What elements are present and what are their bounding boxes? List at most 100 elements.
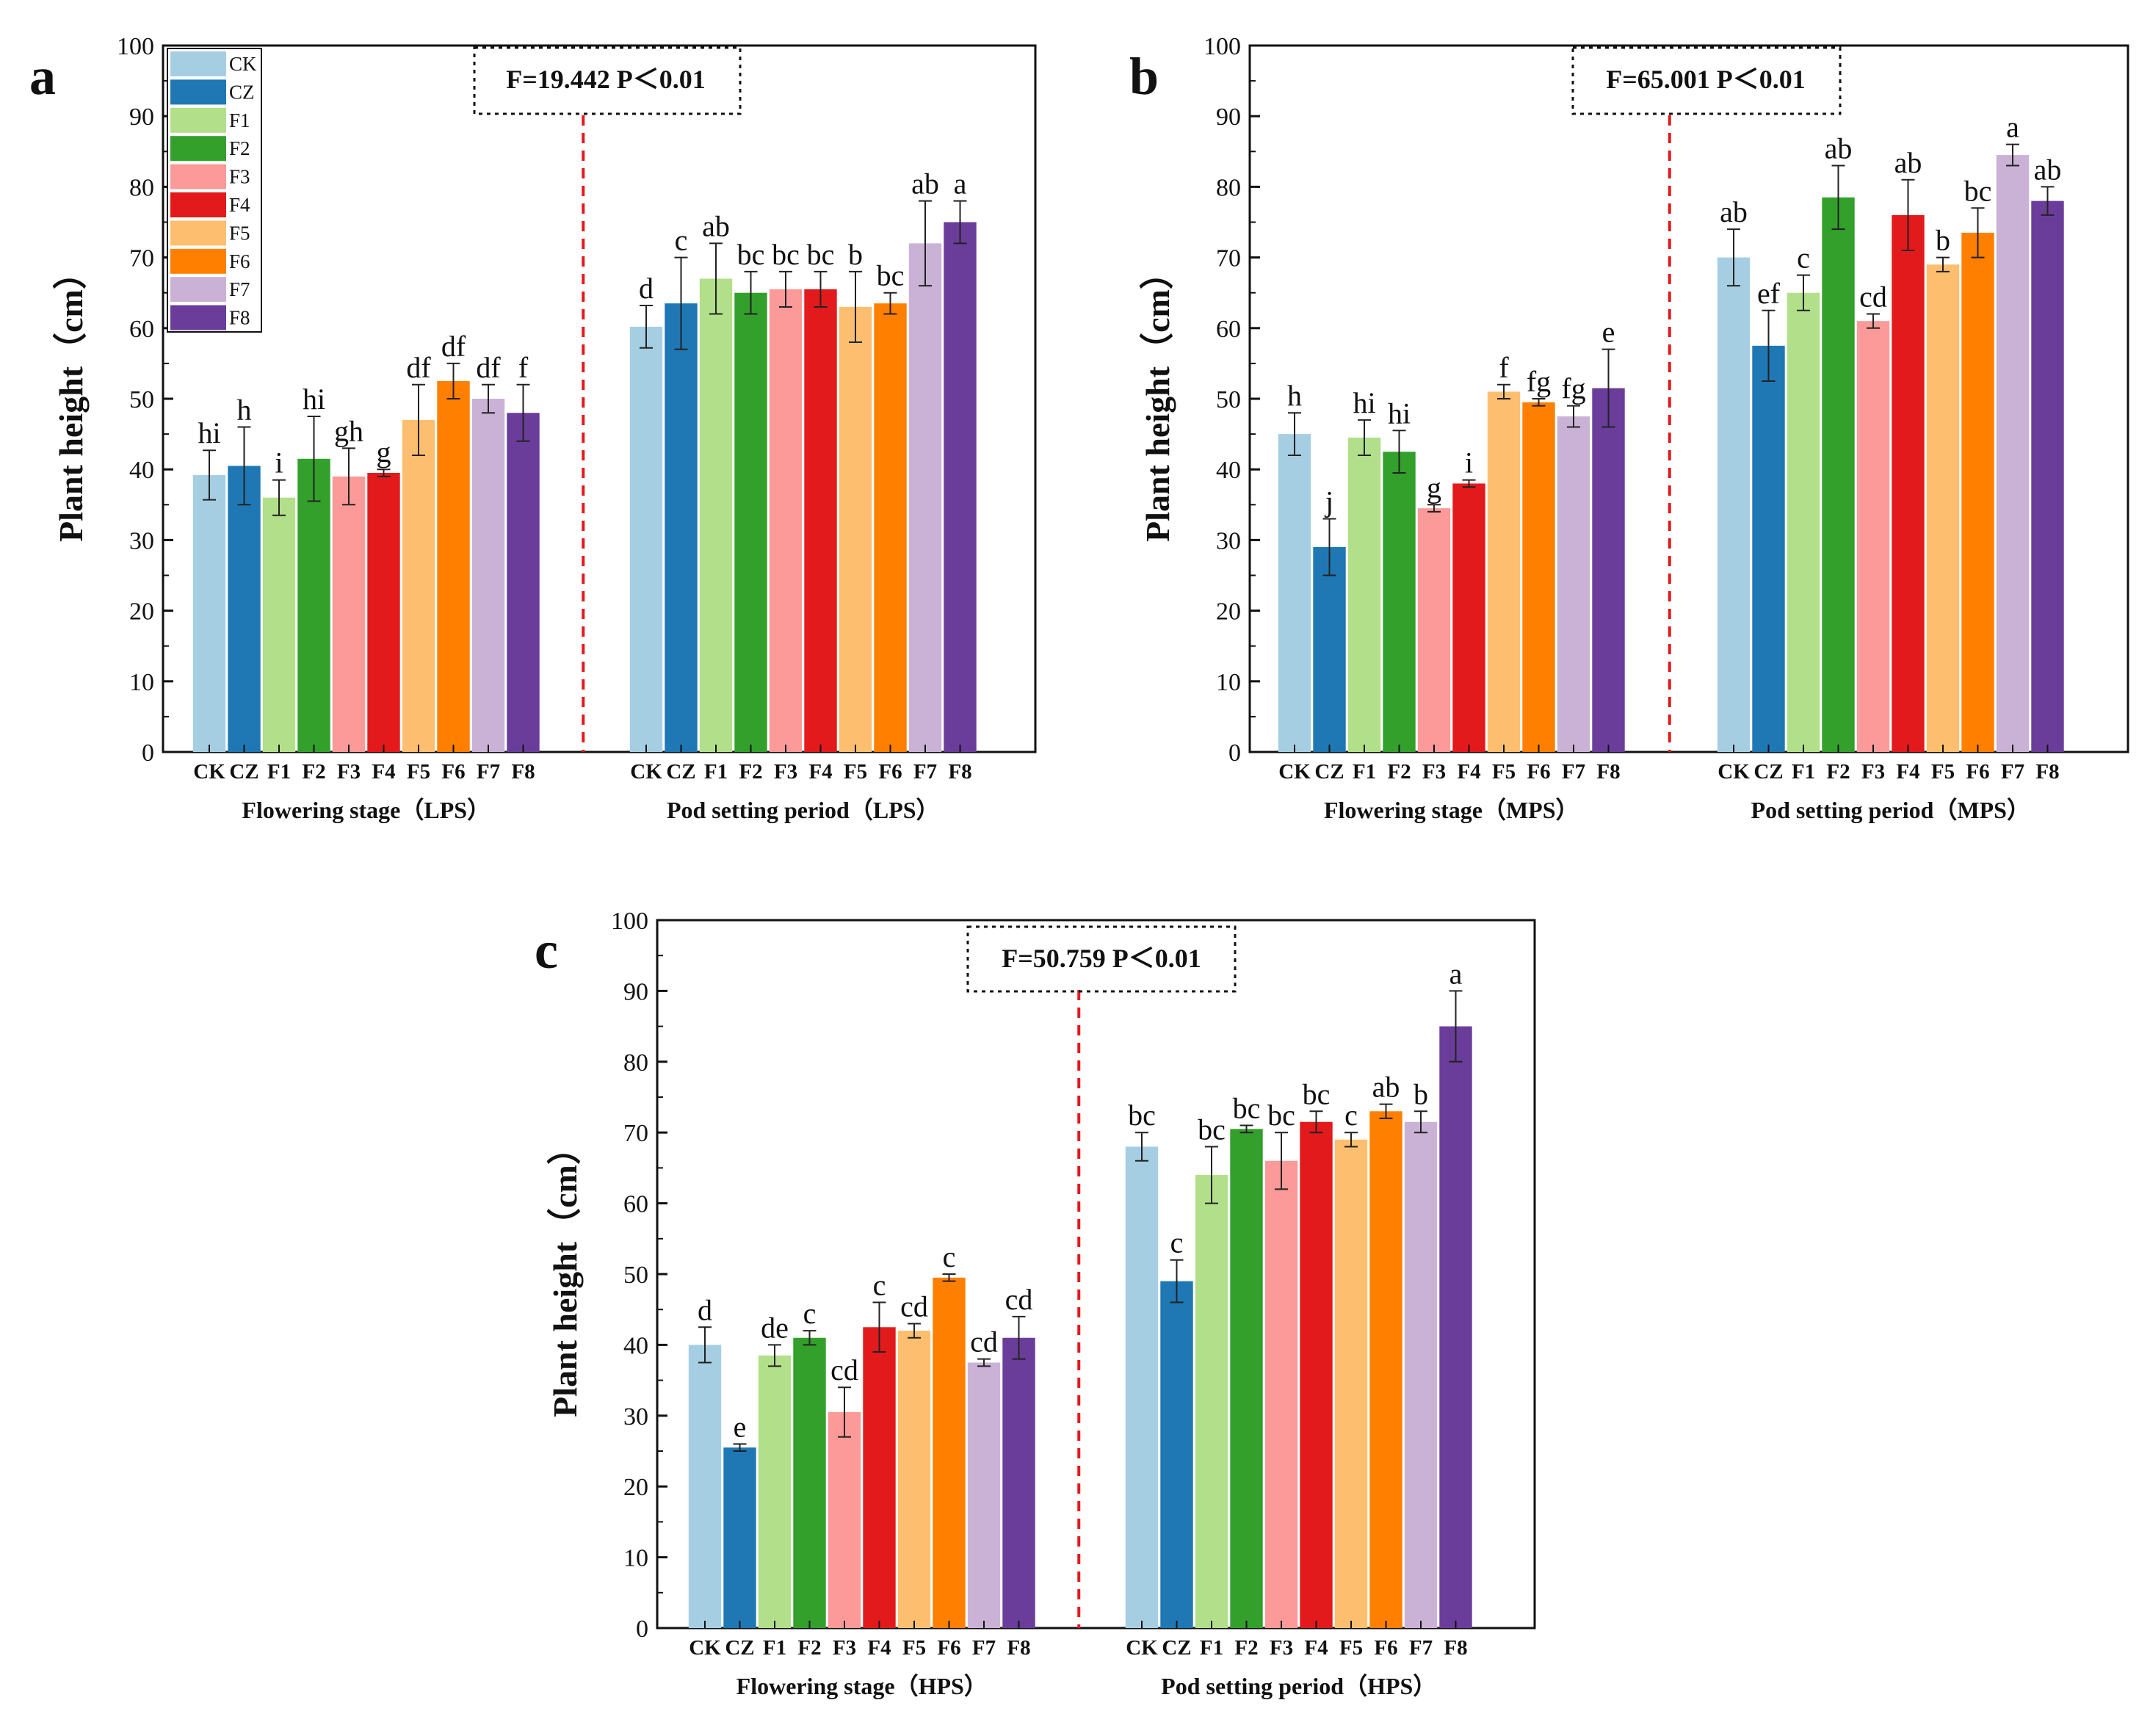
legend-label: F5 (229, 222, 250, 244)
bar-CK (1125, 1146, 1159, 1628)
panel-letter: b (1129, 47, 1159, 106)
significance-label: h (1287, 379, 1302, 412)
x-tick-label: F1 (1353, 760, 1376, 784)
legend: CK CZ F1 F2 F3 F4 F5 F6 F7 F8 (167, 48, 262, 333)
bar-CZ (723, 1447, 756, 1628)
stat-label: F=19.442 P＜0.01 (506, 65, 706, 94)
group-label: Pod setting period（LPS） (667, 797, 940, 823)
legend-label: F4 (229, 194, 250, 216)
significance-label: fg (1561, 372, 1585, 405)
significance-label: fg (1527, 365, 1551, 398)
bar-F5 (1926, 264, 1960, 753)
plot-frame (1248, 44, 2129, 753)
legend-swatch-CK (170, 51, 226, 76)
x-tick-label: CZ (1314, 760, 1344, 784)
significance-label: bc (1128, 1099, 1156, 1132)
series-group-0: hi CK h CZ i F1 hi F2 gh F3 g F4 df F5 df F6 df F7 f F8 Flow… (192, 330, 540, 823)
x-tick-label: F5 (844, 760, 867, 784)
y-tick-label: 80 (1216, 174, 1241, 201)
y-tick-label: 40 (129, 457, 154, 484)
x-tick-label: CZ (1162, 1636, 1191, 1660)
x-tick-label: F1 (1792, 760, 1815, 784)
legend-swatch-F8 (170, 305, 226, 330)
bar-F8 (1439, 1026, 1472, 1628)
bar-F3 (332, 476, 366, 752)
x-tick-label: F3 (1422, 760, 1446, 784)
significance-label: g (377, 435, 391, 469)
significance-label: ab (702, 209, 730, 242)
y-tick-label: 70 (1216, 245, 1241, 272)
x-tick-label: F6 (1966, 760, 1989, 784)
x-tick-label: CK (193, 760, 225, 784)
y-tick-label: 0 (142, 739, 154, 767)
significance-label: df (441, 330, 466, 363)
bar-CK (688, 1345, 722, 1628)
y-tick-label: 90 (623, 978, 648, 1005)
series-group-0: h CK j CZ hi F1 hi F2 g F3 i F4 f F5 fg F6 fg F7 e F8 Flower… (1278, 316, 1625, 823)
bar-CZ (1160, 1281, 1193, 1628)
bar-CZ (665, 303, 698, 752)
legend-label: F8 (229, 307, 250, 329)
bar-F3 (1856, 321, 1890, 752)
x-tick-label: F8 (948, 760, 971, 784)
bar-F8 (944, 222, 977, 752)
significance-label: cd (1859, 281, 1887, 314)
bar-F5 (839, 306, 872, 752)
bar-F2 (793, 1337, 826, 1628)
x-tick-label: F1 (267, 760, 291, 784)
y-tick-label: 60 (623, 1191, 648, 1218)
legend-label: F6 (229, 250, 250, 272)
stat-label: F=65.001 P＜0.01 (1606, 65, 1806, 94)
x-tick-label: CK (1718, 760, 1750, 784)
significance-label: a (954, 167, 967, 200)
x-tick-label: CZ (1753, 760, 1783, 784)
x-tick-label: F2 (302, 760, 325, 784)
significance-label: ab (1894, 146, 1922, 179)
legend-label: CZ (229, 81, 255, 103)
x-tick-label: F3 (774, 760, 797, 784)
bar-F3 (828, 1411, 861, 1628)
y-tick-label: 90 (129, 104, 154, 131)
significance-label: cd (830, 1353, 858, 1386)
x-tick-label: F7 (972, 1636, 996, 1660)
significance-label: h (237, 393, 252, 426)
y-tick-label: 20 (623, 1474, 648, 1501)
bar-CK (1278, 434, 1311, 752)
x-tick-label: F5 (1492, 760, 1516, 784)
significance-label: bc (807, 238, 835, 271)
significance-label: i (1465, 446, 1473, 480)
legend-swatch-CZ (170, 79, 226, 105)
x-tick-label: F7 (2001, 760, 2024, 784)
bar-F2 (1230, 1129, 1263, 1628)
x-tick-label: CZ (666, 760, 695, 784)
legend-label: F2 (229, 137, 250, 159)
panel-c: c Plant height（cm） 0 10 20 30 40 50 60 70 80 90 100 F… (535, 908, 1536, 1699)
y-tick-label: 40 (1216, 457, 1241, 484)
x-tick-label: F4 (1896, 760, 1919, 784)
bar-F1 (758, 1355, 792, 1628)
significance-label: c (943, 1240, 956, 1273)
significance-label: hi (1388, 397, 1411, 430)
bar-F5 (402, 419, 435, 752)
bar-F1 (699, 278, 733, 753)
y-tick-label: 10 (1216, 669, 1241, 696)
significance-label: a (2006, 111, 2019, 144)
legend-label: F7 (229, 278, 250, 300)
y-tick-label: 0 (636, 1616, 648, 1643)
significance-label: bc (877, 259, 905, 292)
x-tick-label: F4 (1304, 1636, 1328, 1660)
x-tick-label: F7 (1562, 760, 1585, 784)
x-tick-label: F5 (902, 1636, 926, 1660)
y-tick-label: 30 (1216, 527, 1241, 554)
significance-label: bc (1233, 1092, 1261, 1125)
y-tick-label: 50 (1216, 386, 1241, 413)
legend-swatch-F7 (170, 277, 226, 303)
significance-label: hi (303, 383, 325, 416)
significance-label: bc (1964, 174, 1992, 207)
x-tick-label: F2 (1387, 760, 1411, 784)
y-tick-label: 70 (129, 245, 154, 272)
bar-F1 (262, 497, 296, 752)
bar-F8 (1592, 388, 1625, 752)
significance-label: b (848, 238, 863, 271)
legend-swatch-F5 (170, 220, 226, 246)
